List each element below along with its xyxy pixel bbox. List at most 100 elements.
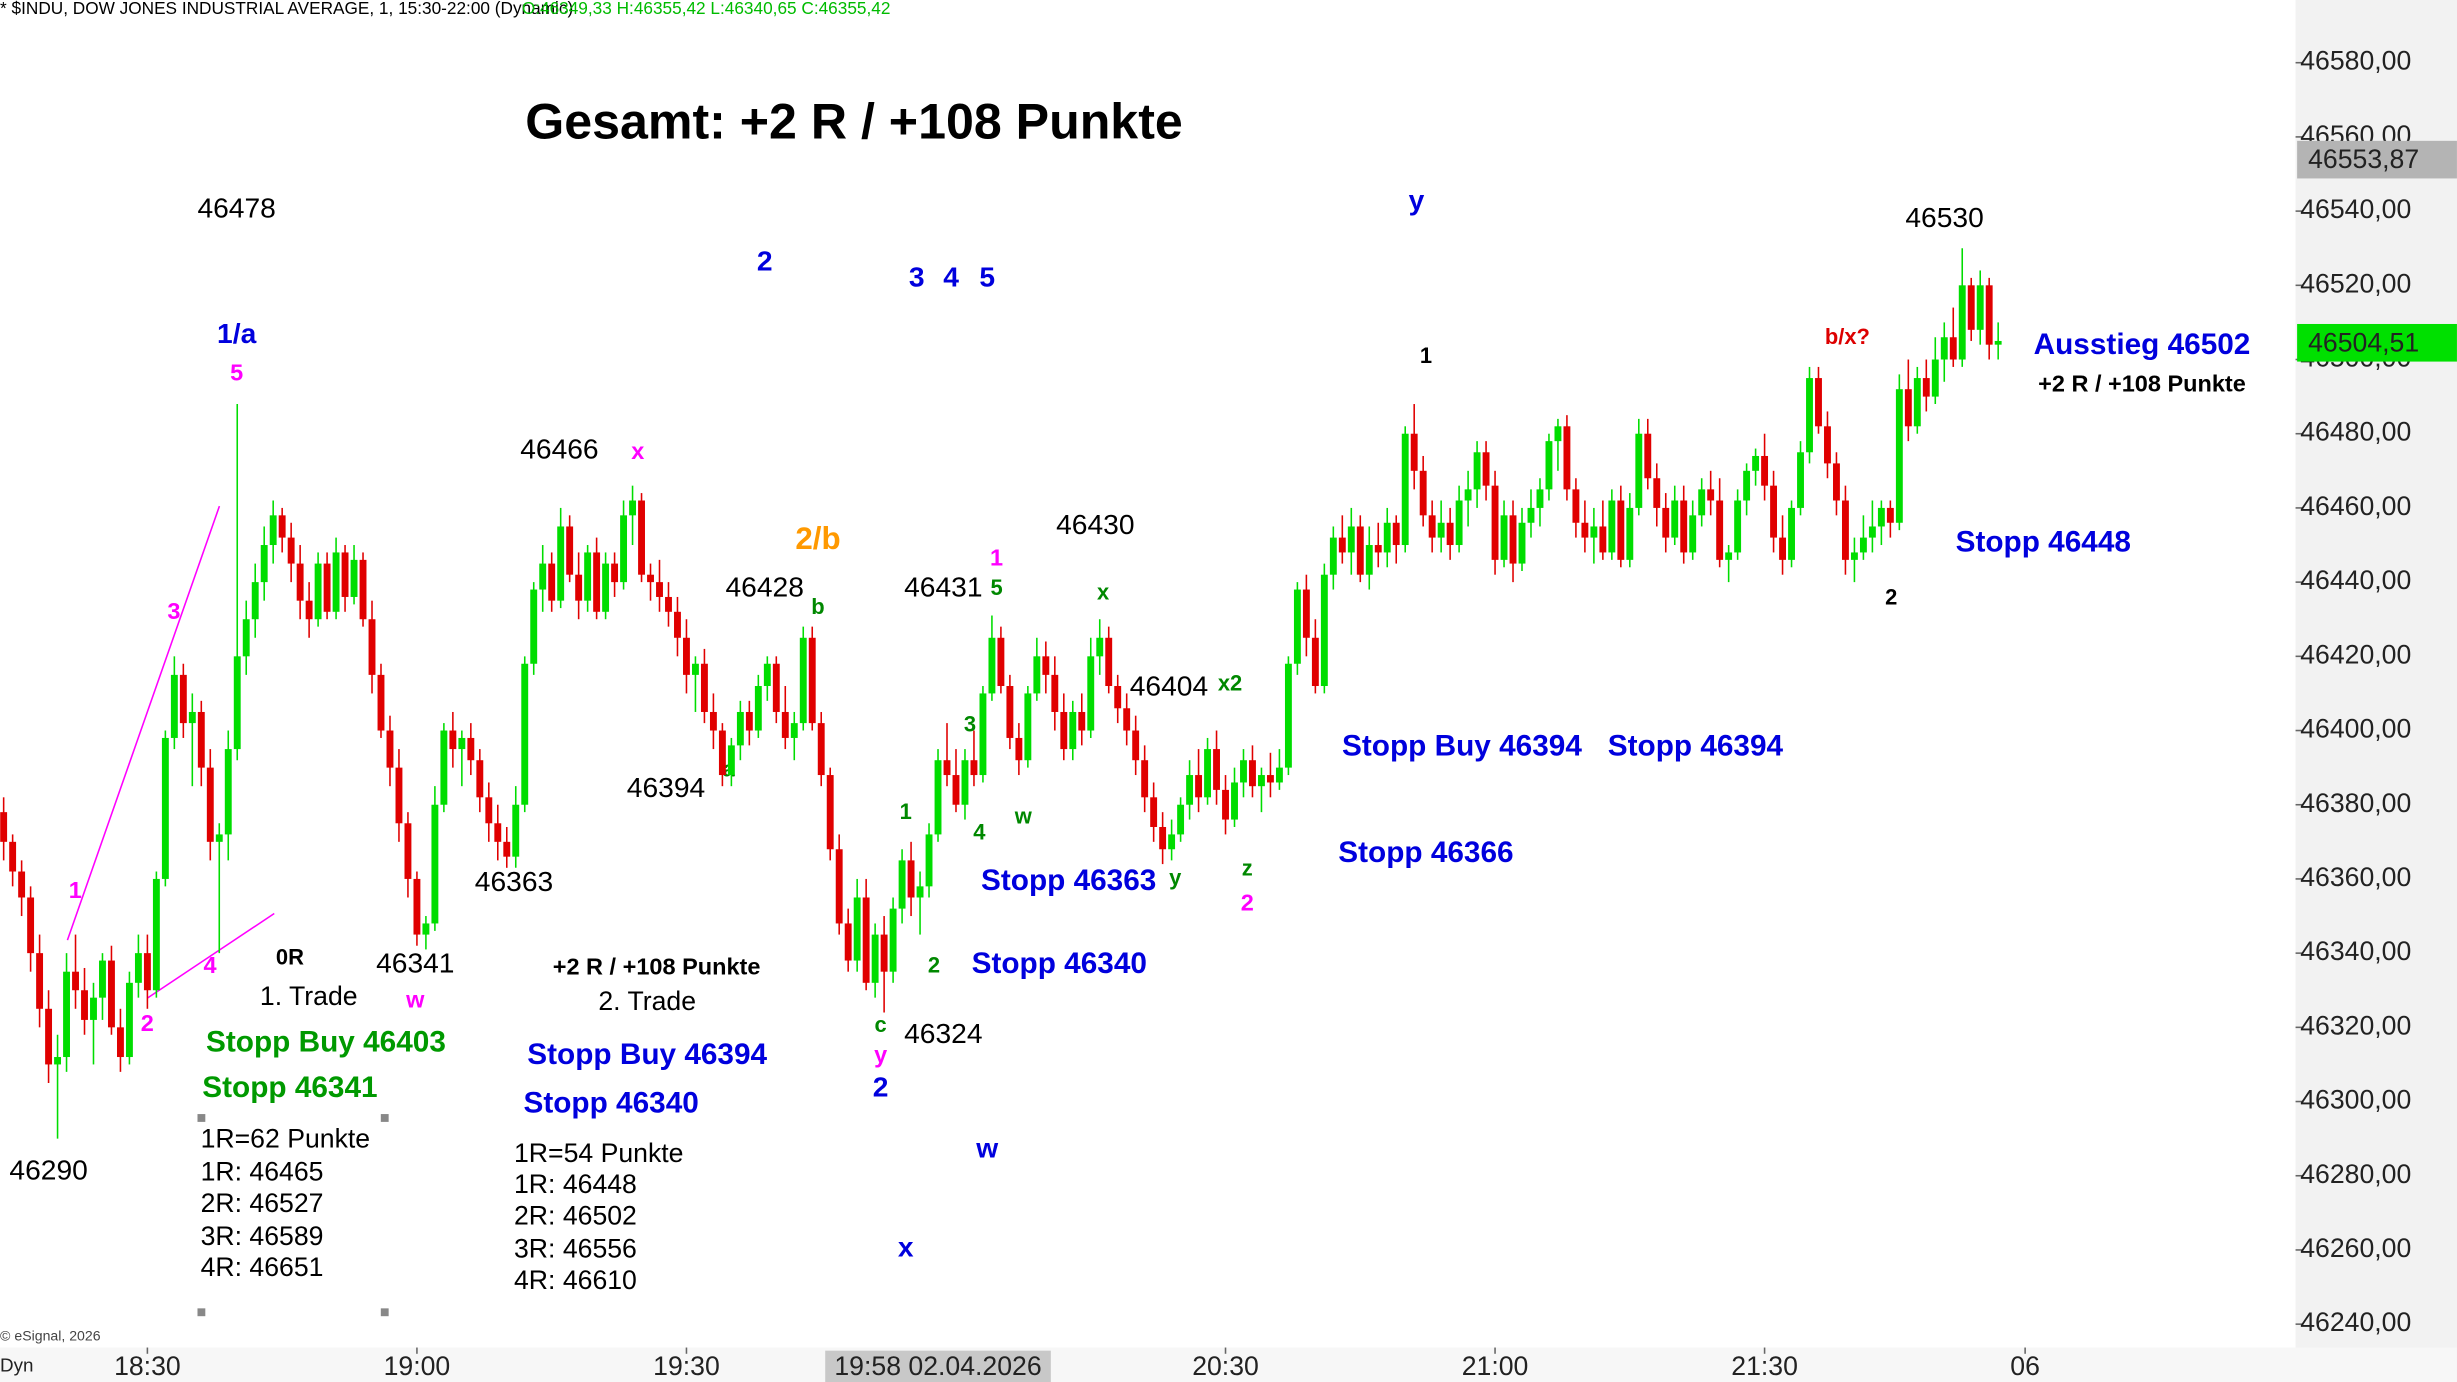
candle-body [844, 923, 852, 961]
annotation: b [811, 594, 824, 619]
trend-line [66, 505, 221, 941]
candle-body [404, 823, 412, 879]
candle-body [1527, 507, 1535, 523]
candle-body [602, 563, 610, 612]
annotation: 2. Trade [598, 986, 696, 1016]
candle-body [54, 1057, 62, 1065]
candle-body [799, 637, 807, 724]
candle-body [1329, 537, 1337, 575]
candle-body [1788, 507, 1795, 560]
price-marker [2297, 323, 2457, 362]
price-axis-band [2295, 0, 2457, 1382]
y-tick-label: 46280,00 [2300, 1159, 2411, 1189]
annotation: 1 [1420, 343, 1432, 368]
annotation: 1 [990, 545, 1003, 571]
candle-body [1114, 686, 1122, 709]
y-tick-label: 46400,00 [2300, 714, 2411, 744]
candle-body [260, 545, 268, 583]
candle-body [1868, 526, 1876, 538]
candle-body [736, 711, 744, 746]
candle-body [772, 663, 780, 712]
candle-body [1177, 804, 1185, 835]
candle-body [1671, 500, 1679, 538]
y-tick-label: 46320,00 [2300, 1010, 2411, 1040]
candle-body [1841, 500, 1849, 560]
candle-body [1554, 426, 1562, 442]
candle-body [332, 552, 340, 612]
candle-body [1087, 656, 1095, 731]
candle-body [521, 663, 529, 805]
candle-body [323, 563, 331, 612]
candle-body [116, 1027, 124, 1058]
candle-body [1401, 433, 1409, 546]
candle-body [1644, 433, 1652, 479]
candle-body [674, 611, 681, 638]
candle-body [188, 711, 196, 724]
candle-body [99, 960, 106, 998]
candle-body [988, 637, 996, 694]
candle-body [781, 711, 789, 738]
candle-body [1222, 789, 1229, 820]
annotation: Stopp 46340 [972, 947, 1147, 980]
candle-body [1922, 378, 1930, 397]
annotation: 46363 [475, 865, 553, 897]
candle-body [1626, 507, 1634, 560]
candle-body [1958, 285, 1966, 360]
candle-body [943, 760, 951, 776]
candle-body [1338, 537, 1346, 553]
candle-body [161, 737, 169, 879]
annotation: 1R: 46465 [201, 1157, 324, 1187]
candle-body [1509, 515, 1517, 564]
candle-body [1419, 470, 1427, 516]
candle-body [961, 760, 969, 805]
annotation: Stopp 46448 [1956, 526, 2131, 559]
candle-body [1662, 507, 1670, 538]
annotation: b/x? [1825, 324, 1870, 349]
candle-body [548, 563, 556, 601]
x-tick-label: 06 [2010, 1351, 2040, 1381]
annotation: 3 [167, 598, 180, 624]
annotation: 2 [873, 1070, 889, 1102]
candle-body [296, 563, 304, 601]
candle-body [1608, 500, 1616, 553]
candle-body [1824, 426, 1831, 464]
candle-body [611, 563, 619, 583]
candle-body [1931, 359, 1939, 397]
price-marker-label: 46553,87 [2308, 144, 2419, 174]
annotation: 2 [928, 953, 940, 978]
candle-body [1680, 500, 1688, 553]
handle [197, 1114, 206, 1122]
annotation: 1. Trade [260, 981, 358, 1011]
chart-title: Gesamt: +2 R / +108 Punkte [525, 94, 1182, 150]
candle-body [467, 737, 475, 761]
candle-body [152, 878, 160, 991]
candle-body [485, 797, 493, 824]
annotations: 46478 46466 46428 46431 46430 46404 46394 46363… [9, 184, 2250, 1295]
candle-body [413, 878, 421, 935]
price-marker-label: 46504,51 [2308, 327, 2419, 357]
candle-body [709, 711, 717, 731]
candle-body [143, 953, 151, 991]
annotation: 2 [757, 245, 773, 277]
candle-body [727, 745, 735, 776]
annotation: Stopp 46394 [1608, 729, 1784, 762]
annotation: 1 [69, 877, 82, 903]
price-marker [2297, 140, 2457, 179]
y-tick-label: 46240,00 [2300, 1307, 2411, 1337]
candle-body [638, 500, 645, 575]
candle-body [1985, 285, 1993, 345]
candle-body [1455, 500, 1463, 546]
y-tick-label: 46420,00 [2300, 639, 2411, 669]
candle-body [718, 730, 726, 776]
time-axis-band [0, 1347, 2457, 1382]
y-tick-label: 46520,00 [2300, 268, 2411, 298]
candle-body [458, 737, 466, 750]
candle-body [691, 663, 699, 675]
candle-body [1105, 637, 1113, 687]
candle-body [1967, 285, 1975, 330]
candle-body [1302, 589, 1310, 638]
candle-body [1635, 433, 1643, 508]
annotation: 3 [909, 260, 925, 292]
candle-body [45, 1008, 53, 1065]
candle-body [665, 596, 672, 612]
